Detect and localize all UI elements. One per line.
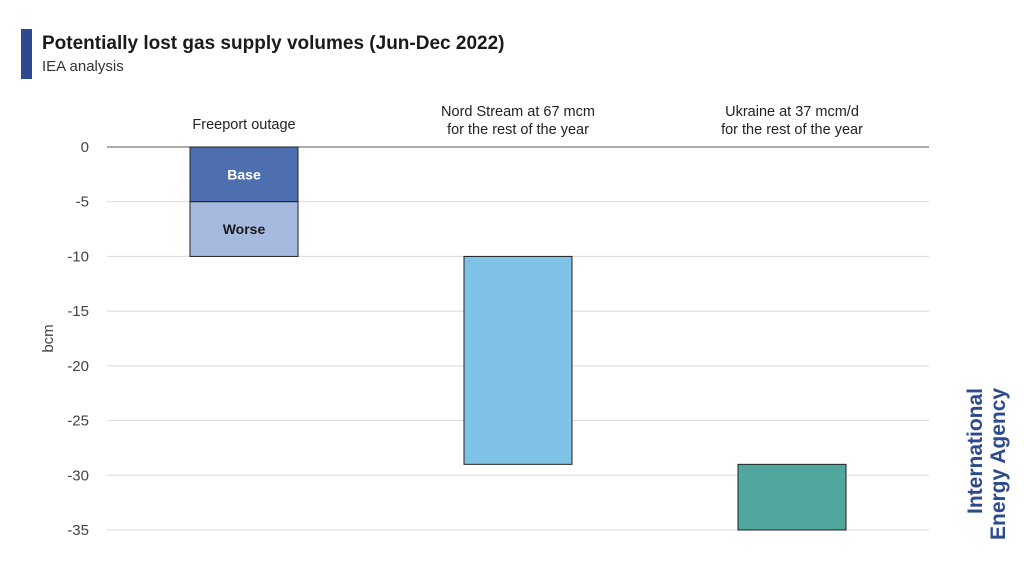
y-tick-label: -5 [76,194,89,211]
y-tick-label: -25 [67,413,89,430]
brand-line-2: Energy Agency [987,388,1010,541]
bar-0 [189,146,299,203]
bar-label-1: Worse [223,221,266,237]
iea-logo-text: International Energy Agency [964,388,1016,546]
bar-label-0: Base [227,166,261,182]
category-label-0: Freeport outage [192,117,295,133]
y-axis-label: bcm [40,324,57,352]
bar-2 [463,255,573,465]
y-tick-label: -10 [67,248,89,265]
chart-subtitle: IEA analysis [42,58,124,75]
bar-3 [737,463,847,531]
category-label-1: for the rest of the year [447,122,589,138]
y-tick-label: -30 [67,467,89,484]
title-accent-bar [21,29,32,79]
category-label-1: Nord Stream at 67 mcm [441,104,595,120]
category-label-2: Ukraine at 37 mcm/d [725,104,859,120]
y-tick-label: -20 [67,358,89,375]
chart-title: Potentially lost gas supply volumes (Jun… [42,33,505,54]
y-tick-label: 0 [81,139,89,156]
y-tick-label: -35 [67,522,89,539]
y-tick-label: -15 [67,303,89,320]
category-label-2: for the rest of the year [721,122,863,138]
bar-1 [189,201,299,257]
brand-line-1: International [964,388,987,515]
